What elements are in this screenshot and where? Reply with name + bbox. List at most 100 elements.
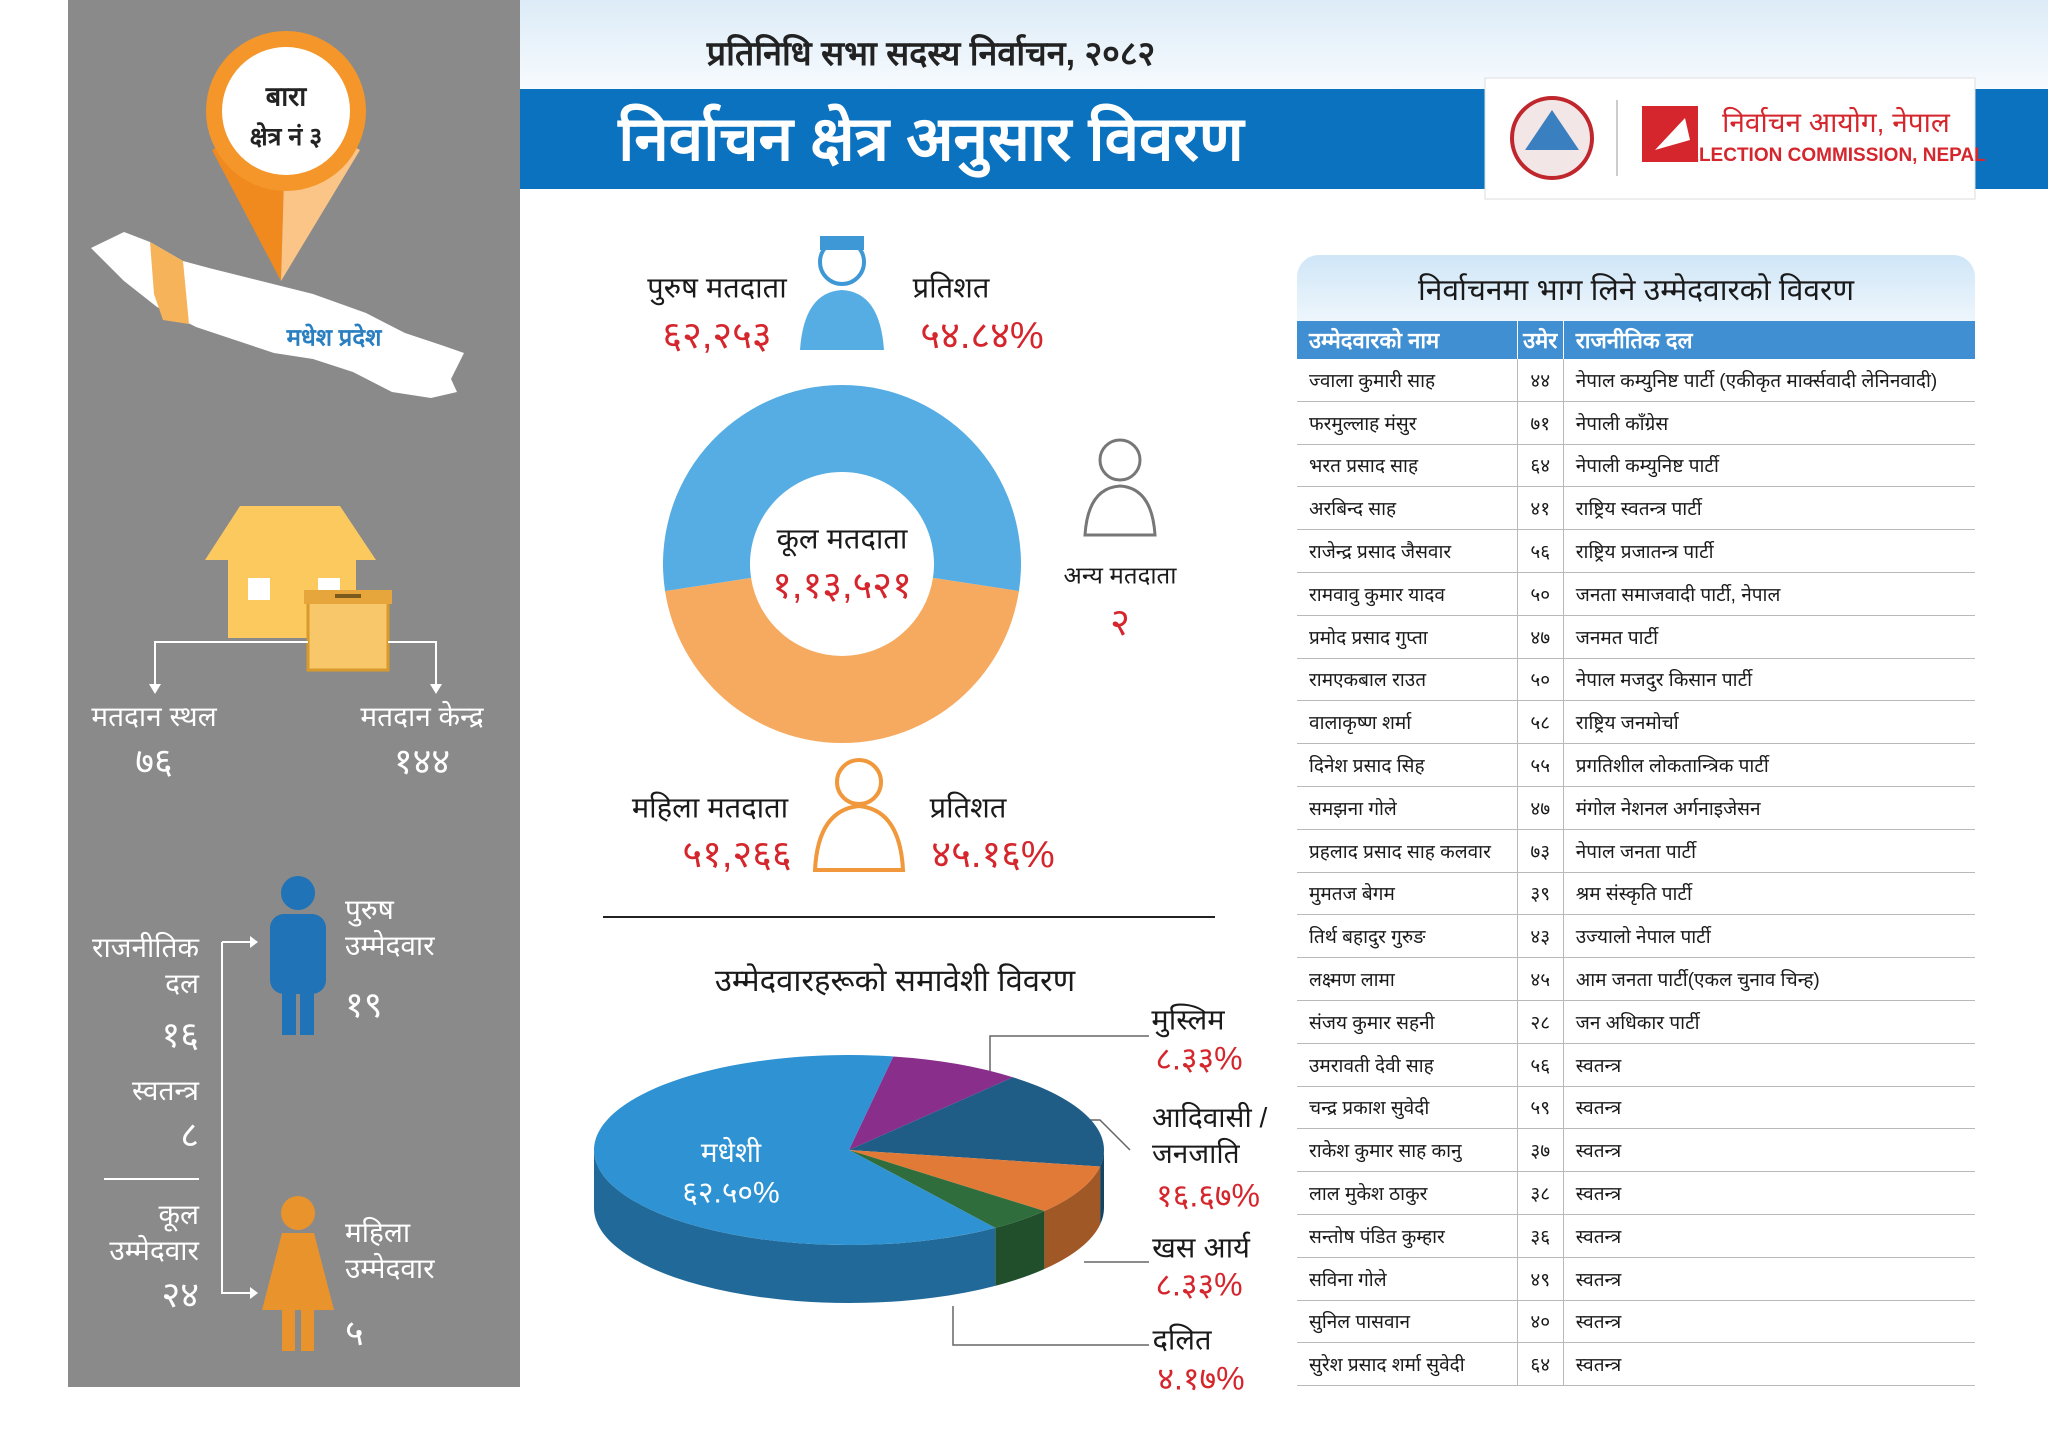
independent-label: स्वतन्त्र xyxy=(132,1075,199,1106)
male-voters-value: ६२,२५३ xyxy=(662,315,772,357)
table-cell: जनता समाजवादी पार्टी, नेपाल xyxy=(1563,572,1975,616)
province: मधेश प्रदेश xyxy=(286,324,382,352)
female-candidates-value: ५ xyxy=(345,1312,364,1353)
table-cell: नेपाली कम्युनिष्ट पार्टी xyxy=(1563,444,1975,488)
table-cell: उमरावती देवी साह xyxy=(1297,1043,1518,1087)
other-voters-value: २ xyxy=(1110,602,1130,644)
org-name: निर्वाचन आयोग, नेपाल xyxy=(1722,107,1950,138)
candidate-table: निर्वाचनमा भाग लिने उम्मेदवारको विवरण उम… xyxy=(1297,255,1975,1387)
table-cell: रामवावु कुमार यादव xyxy=(1297,572,1518,616)
table-cell: स्वतन्त्र xyxy=(1563,1128,1975,1173)
table-title: निर्वाचनमा भाग लिने उम्मेदवारको विवरण xyxy=(1297,255,1975,321)
constituency: क्षेत्र नं ३ xyxy=(249,123,323,151)
female-candidates-label: महिला उम्मेदवार xyxy=(345,1217,435,1285)
donut-segment xyxy=(663,384,1021,592)
table-cell: समझना गोले xyxy=(1297,786,1518,830)
table-cell: स्वतन्त्र xyxy=(1563,1043,1975,1087)
table-cell: ज्वाला कुमारी साह xyxy=(1297,359,1518,402)
table-cell: नेपाल मजदुर किसान पार्टी xyxy=(1563,658,1975,702)
table-cell: मंगोल नेशनल अर्गनाइजेसन xyxy=(1563,786,1975,830)
table-cell: ५० xyxy=(1517,658,1564,702)
table-cell: ३६ xyxy=(1517,1214,1564,1258)
table-cell: प्रमोद प्रसाद गुप्ता xyxy=(1297,615,1518,659)
table-cell: संजय कुमार सहनी xyxy=(1297,1000,1518,1044)
female-voters-label: महिला मतदाता xyxy=(631,792,789,825)
pie-slice xyxy=(594,1055,996,1245)
share-title: प्रतिशत xyxy=(929,792,1007,825)
table-row: लाल मुकेश ठाकुर ३८ स्वतन्त्र xyxy=(1297,1171,1975,1215)
table-row: तिर्थ बहादुर गुरुङ ४३ उज्यालो नेपाल पार्टी xyxy=(1297,914,1975,959)
pie-label: दलित xyxy=(1152,1324,1212,1357)
pie-value: ८.३३% xyxy=(1155,1266,1243,1303)
table-row: वालाकृष्ण शर्मा ५८ राष्ट्रिय जनमोर्चा xyxy=(1297,700,1975,745)
table-cell: मुमतज बेगम xyxy=(1297,872,1518,916)
pie-label: मधेशी xyxy=(700,1137,762,1168)
table-cell: स्वतन्त्र xyxy=(1563,1171,1975,1215)
male-candidates-value: १९ xyxy=(345,984,383,1025)
pie-slice xyxy=(849,1150,1045,1228)
pie-side xyxy=(1100,1150,1104,1225)
table-cell: सन्तोष पंडित कुम्हार xyxy=(1297,1214,1518,1258)
table-cell: ५९ xyxy=(1517,1086,1564,1130)
male-voters-label: पुरुष मतदाता xyxy=(647,272,787,305)
female-figure xyxy=(262,1196,334,1351)
total-candidates-value: २४ xyxy=(161,1274,199,1315)
polling-centers-value: १४४ xyxy=(393,740,451,782)
male-voter-icon xyxy=(800,236,884,350)
subtitle: प्रतिनिधि सभा सदस्य निर्वाचन, २०८२ xyxy=(706,35,1156,73)
independent-value: ८ xyxy=(180,1114,199,1155)
table-cell: स्वतन्त्र xyxy=(1563,1086,1975,1130)
pie-title: उम्मेदवारहरूको समावेशी विवरण xyxy=(714,963,1076,998)
table-cell: राजेन्द्र प्रसाद जैसवार xyxy=(1297,529,1518,573)
table-cell: रामएकबाल राउत xyxy=(1297,658,1518,702)
table-row: सविना गोले ४९ स्वतन्त्र xyxy=(1297,1257,1975,1301)
map-district xyxy=(150,242,189,324)
table-row: मुमतज बेगम ३९ श्रम संस्कृति पार्टी xyxy=(1297,872,1975,916)
pie-value: १६.६७% xyxy=(1156,1177,1260,1214)
header-row: उम्मेदवारको नाम उमेर राजनीतिक दल xyxy=(1297,321,1975,359)
table-cell: ४४ xyxy=(1517,359,1564,402)
arrowhead xyxy=(149,684,442,1299)
table-row: रामवावु कुमार यादव ५० जनता समाजवादी पार्टी… xyxy=(1297,572,1975,616)
pie-side xyxy=(1044,1166,1101,1270)
pie-label: मुस्लिम xyxy=(1151,1004,1225,1037)
map xyxy=(91,232,464,398)
table-row: अरबिन्द साह ४१ राष्ट्रिय स्वतन्त्र पार्टी xyxy=(1297,486,1975,531)
pie-side xyxy=(594,1150,996,1303)
total-candidates-label: कूल उम्मेदवार xyxy=(109,1199,199,1267)
table-cell: अरबिन्द साह xyxy=(1297,486,1518,531)
pie-label: खस आर्य xyxy=(1152,1232,1250,1265)
table-cell: स्वतन्त्र xyxy=(1563,1257,1975,1301)
charts xyxy=(594,384,1104,1303)
table-cell: ७१ xyxy=(1517,401,1564,445)
table-cell: आम जनता पार्टी(एकल चुनाव चिन्ह) xyxy=(1563,957,1975,1001)
district: बारा xyxy=(265,81,307,112)
table-cell: ३८ xyxy=(1517,1171,1564,1215)
org-name-en: ELECTION COMMISSION, NEPAL xyxy=(1686,145,1986,166)
column-header: उमेर xyxy=(1517,321,1564,359)
table-row: प्रमोद प्रसाद गुप्ता ४७ जनमत पार्टी xyxy=(1297,615,1975,659)
table-row: सुरेश प्रसाद शर्मा सुवेदी ६४ स्वतन्त्र xyxy=(1297,1342,1975,1387)
table-row: चन्द्र प्रकाश सुवेदी ५९ स्वतन्त्र xyxy=(1297,1086,1975,1130)
table-row: सुनिल पासवान ४० स्वतन्त्र xyxy=(1297,1300,1975,1344)
table-cell: स्वतन्त्र xyxy=(1563,1214,1975,1258)
table-cell: ३९ xyxy=(1517,872,1564,916)
top-band xyxy=(520,0,2048,89)
party-candidates-value: १६ xyxy=(161,1014,199,1055)
female-share: ४५.१६% xyxy=(931,834,1055,876)
table-row: सन्तोष पंडित कुम्हार ३६ स्वतन्त्र xyxy=(1297,1214,1975,1258)
column-header: राजनीतिक दल xyxy=(1563,321,1975,359)
donut-segment xyxy=(665,577,1019,743)
total-voters-value: १,१३,५२१ xyxy=(772,565,912,607)
pie-value: ४.१७% xyxy=(1157,1360,1245,1397)
table-cell: स्वतन्त्र xyxy=(1563,1342,1975,1387)
table-cell: वालाकृष्ण शर्मा xyxy=(1297,700,1518,745)
female-voter-icon xyxy=(812,758,906,872)
table-cell: स्वतन्त्र xyxy=(1563,1300,1975,1344)
pie-slice xyxy=(849,1077,1104,1167)
total-voters-label: कूल मतदाता xyxy=(776,523,908,556)
emblem xyxy=(1525,110,1579,150)
share-title: प्रतिशत xyxy=(912,272,990,305)
